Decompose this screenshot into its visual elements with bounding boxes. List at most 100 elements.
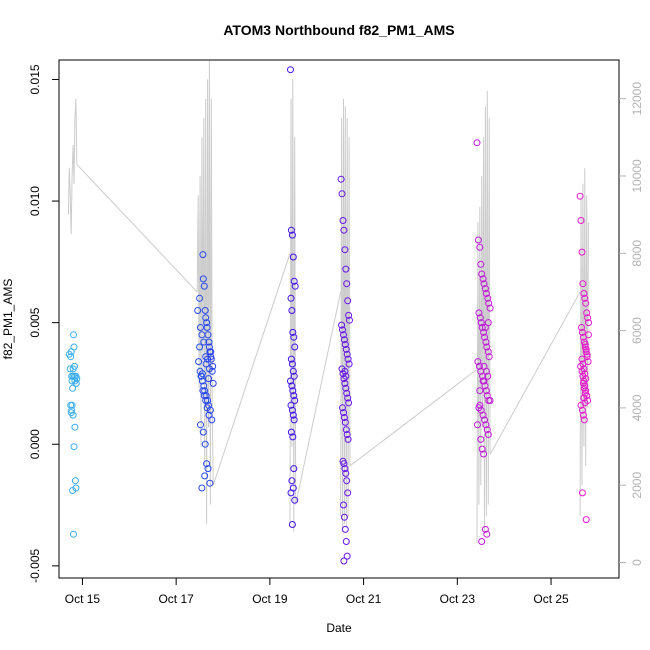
data-point bbox=[478, 538, 486, 545]
x-tick-label: Oct 19 bbox=[252, 592, 288, 606]
data-point bbox=[203, 404, 211, 412]
data-point bbox=[344, 394, 352, 402]
data-point bbox=[342, 372, 350, 380]
data-point bbox=[205, 338, 213, 346]
altitude-connector bbox=[212, 253, 291, 486]
data-point bbox=[289, 367, 297, 375]
x-tick-label: Oct 25 bbox=[533, 592, 569, 606]
data-point bbox=[340, 409, 347, 417]
data-point bbox=[480, 328, 488, 336]
data-point bbox=[483, 343, 491, 351]
data-point bbox=[578, 406, 586, 414]
data-point bbox=[290, 392, 298, 400]
y2-tick-label: 6000 bbox=[630, 317, 644, 344]
data-point bbox=[340, 557, 348, 565]
data-point bbox=[203, 319, 211, 327]
data-point bbox=[288, 307, 296, 314]
data-point bbox=[288, 406, 296, 414]
data-point bbox=[198, 370, 206, 378]
data-point bbox=[202, 314, 210, 322]
y-axis: -0.005 0.000 0.005 0.010 0.015 bbox=[28, 64, 59, 583]
y-axis-label: f82_PM1_AMS bbox=[1, 279, 15, 360]
data-point bbox=[340, 414, 348, 421]
y-tick-label: 0.010 bbox=[28, 186, 42, 216]
data-point bbox=[343, 477, 351, 485]
data-point bbox=[343, 389, 351, 397]
data-point bbox=[484, 294, 492, 302]
data-point bbox=[584, 314, 592, 322]
data-point bbox=[68, 401, 76, 409]
data-point bbox=[474, 358, 482, 366]
data-point bbox=[578, 248, 586, 256]
data-point bbox=[203, 324, 211, 331]
data-point bbox=[71, 477, 79, 485]
x-axis-label: Date bbox=[326, 621, 352, 635]
data-point bbox=[337, 175, 345, 183]
data-point bbox=[71, 423, 79, 431]
data-point bbox=[205, 411, 213, 419]
data-point bbox=[341, 418, 349, 426]
data-point bbox=[580, 384, 588, 392]
data-point bbox=[342, 469, 350, 477]
data-point bbox=[341, 341, 349, 348]
data-point bbox=[346, 316, 353, 324]
data-point bbox=[291, 343, 299, 351]
data-point bbox=[479, 275, 487, 283]
data-point bbox=[476, 243, 484, 251]
data-point bbox=[197, 324, 204, 331]
data-point bbox=[198, 377, 206, 385]
data-point bbox=[202, 353, 210, 361]
data-point bbox=[578, 489, 586, 497]
data-point bbox=[582, 516, 590, 524]
data-point bbox=[200, 392, 208, 400]
y-tick-label: 0.005 bbox=[28, 307, 42, 337]
data-point bbox=[475, 309, 483, 317]
data-point bbox=[287, 66, 294, 74]
y2-tick-label: 10000 bbox=[630, 159, 644, 193]
data-point bbox=[484, 319, 492, 327]
altitude-connector bbox=[76, 164, 198, 293]
y2-tick-label: 8000 bbox=[630, 240, 644, 267]
data-point bbox=[345, 360, 353, 368]
x-axis: Oct 15 Oct 17 Oct 19 Oct 21 Oct 23 Oct 25 bbox=[65, 578, 569, 606]
data-point bbox=[477, 319, 485, 327]
data-point bbox=[583, 350, 591, 358]
data-point bbox=[289, 387, 297, 395]
data-point bbox=[486, 304, 494, 312]
data-point bbox=[196, 367, 204, 375]
data-point bbox=[484, 348, 492, 356]
data-point bbox=[204, 465, 212, 473]
data-point bbox=[288, 521, 296, 528]
data-point bbox=[287, 226, 295, 234]
data-point bbox=[484, 372, 492, 380]
data-point bbox=[290, 416, 298, 424]
data-point bbox=[202, 360, 210, 368]
data-point bbox=[483, 426, 491, 434]
data-point bbox=[290, 372, 298, 380]
data-point bbox=[485, 353, 493, 361]
data-point bbox=[290, 333, 298, 341]
data-point bbox=[581, 370, 589, 378]
data-point bbox=[70, 530, 77, 538]
data-point bbox=[199, 275, 207, 283]
data-point bbox=[343, 431, 351, 438]
data-point bbox=[196, 294, 204, 302]
data-point bbox=[481, 285, 489, 293]
data-point bbox=[474, 421, 481, 429]
data-point bbox=[480, 280, 488, 288]
data-point bbox=[287, 428, 295, 436]
data-point bbox=[345, 311, 353, 319]
data-point bbox=[579, 411, 587, 419]
data-point bbox=[578, 324, 585, 331]
data-point bbox=[291, 397, 299, 404]
data-point bbox=[67, 348, 75, 356]
data-point bbox=[341, 525, 349, 533]
data-point bbox=[71, 362, 78, 370]
data-point bbox=[205, 375, 212, 383]
data-point bbox=[200, 338, 208, 346]
data-point bbox=[69, 372, 77, 380]
data-point bbox=[72, 379, 80, 387]
data-point bbox=[486, 397, 494, 404]
y2-axis: 0 2000 4000 6000 8000 10000 12000 bbox=[619, 82, 644, 566]
